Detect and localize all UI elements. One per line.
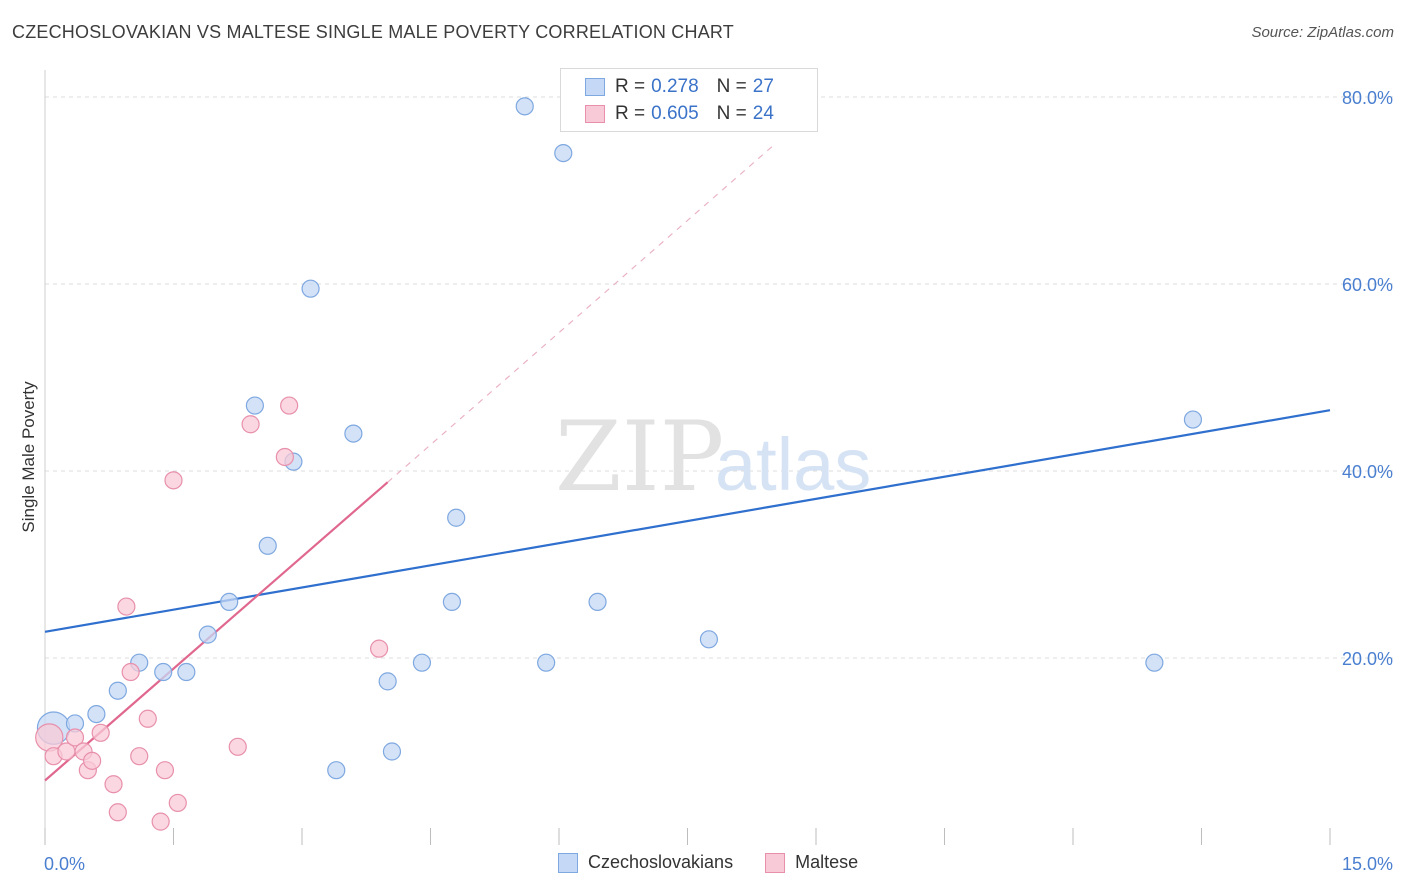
czech-point bbox=[177, 662, 196, 682]
maltese-n-value: 24 bbox=[752, 103, 774, 124]
czech-point bbox=[245, 396, 264, 415]
czech-point bbox=[412, 653, 432, 672]
maltese-point bbox=[130, 747, 149, 766]
y-axis-title: Single Male Poverty bbox=[19, 381, 38, 533]
maltese-r-label: R = bbox=[615, 103, 646, 124]
series-legend: Czechoslovakians Maltese bbox=[558, 852, 890, 873]
legend-row-czech: R = 0.278 N = 27 bbox=[585, 74, 774, 100]
maltese-point bbox=[138, 709, 157, 728]
legend-row-maltese: R = 0.605 N = 24 bbox=[585, 101, 774, 127]
maltese-point bbox=[168, 793, 187, 813]
maltese-point bbox=[280, 396, 299, 415]
y-tick-label: 80.0% bbox=[1342, 88, 1393, 108]
correlation-legend: R = 0.278 N = 27 R = 0.605 N = 24 bbox=[560, 68, 818, 132]
maltese-point bbox=[228, 737, 247, 756]
czech-point bbox=[447, 508, 466, 527]
czech-point bbox=[378, 672, 397, 691]
legend-item-czech[interactable]: Czechoslovakians bbox=[558, 852, 733, 873]
czech-legend-label: Czechoslovakians bbox=[588, 852, 734, 872]
maltese-legend-swatch bbox=[765, 852, 786, 873]
czech-legend-swatch bbox=[558, 852, 578, 873]
czech-point bbox=[258, 536, 277, 555]
czech-point bbox=[537, 653, 556, 672]
czech-r-label: R = bbox=[615, 76, 646, 97]
tick-labels: 20.0% 40.0% 60.0% 80.0% 0.0% 15.0% bbox=[44, 88, 1393, 874]
legend-item-maltese[interactable]: Maltese bbox=[765, 852, 858, 873]
czech-point bbox=[87, 704, 106, 724]
x-tick-label: 0.0% bbox=[44, 854, 85, 874]
maltese-point bbox=[151, 812, 170, 831]
czech-point bbox=[301, 279, 320, 298]
maltese-legend-label: Maltese bbox=[795, 852, 859, 872]
y-tick-label: 20.0% bbox=[1342, 649, 1393, 669]
czech-point bbox=[382, 742, 402, 761]
czech-point bbox=[699, 630, 719, 649]
maltese-point bbox=[164, 471, 183, 490]
czech-point bbox=[442, 592, 462, 612]
y-tick-label: 40.0% bbox=[1342, 462, 1393, 482]
czech-point bbox=[108, 681, 127, 700]
maltese-point bbox=[155, 761, 175, 780]
czech-r-value: 0.278 bbox=[651, 76, 699, 97]
czech-point bbox=[154, 662, 173, 682]
czech-point bbox=[1145, 653, 1164, 672]
maltese-point bbox=[241, 415, 260, 434]
maltese-point bbox=[108, 803, 127, 822]
maltese-point bbox=[104, 775, 123, 794]
gridlines bbox=[45, 96, 1394, 659]
czech-point bbox=[344, 424, 363, 443]
czech-point bbox=[588, 592, 607, 612]
czech-point bbox=[220, 592, 239, 612]
maltese-point bbox=[91, 723, 110, 742]
czech-point bbox=[198, 625, 217, 644]
maltese-point bbox=[65, 728, 85, 747]
watermark: ZIP atlas bbox=[555, 401, 871, 513]
maltese-point bbox=[117, 597, 136, 616]
source-label: Source: ZipAtlas.com bbox=[1251, 24, 1394, 41]
czech-swatch bbox=[585, 78, 605, 96]
maltese-point bbox=[121, 662, 140, 682]
chart-title: CZECHOSLOVAKIAN VS MALTESE SINGLE MALE P… bbox=[12, 22, 734, 42]
maltese-point bbox=[83, 751, 102, 770]
x-tick-label: 15.0% bbox=[1342, 854, 1393, 874]
czech-point bbox=[554, 144, 573, 163]
czech-point bbox=[327, 761, 346, 780]
watermark-zip: ZIP bbox=[555, 401, 724, 513]
maltese-swatch bbox=[585, 105, 605, 123]
czech-point bbox=[1183, 410, 1203, 429]
y-tick-label: 60.0% bbox=[1342, 275, 1393, 295]
czech-point bbox=[515, 97, 534, 116]
czech-n-value: 27 bbox=[752, 76, 774, 97]
maltese-point bbox=[275, 447, 294, 467]
maltese-r-value: 0.605 bbox=[651, 103, 699, 124]
maltese-trend-extension bbox=[387, 145, 774, 483]
czech-n-label: N = bbox=[716, 76, 747, 97]
maltese-n-label: N = bbox=[716, 103, 747, 124]
data-points bbox=[35, 97, 1203, 831]
maltese-point bbox=[370, 639, 389, 658]
watermark-atlas: atlas bbox=[715, 423, 871, 506]
